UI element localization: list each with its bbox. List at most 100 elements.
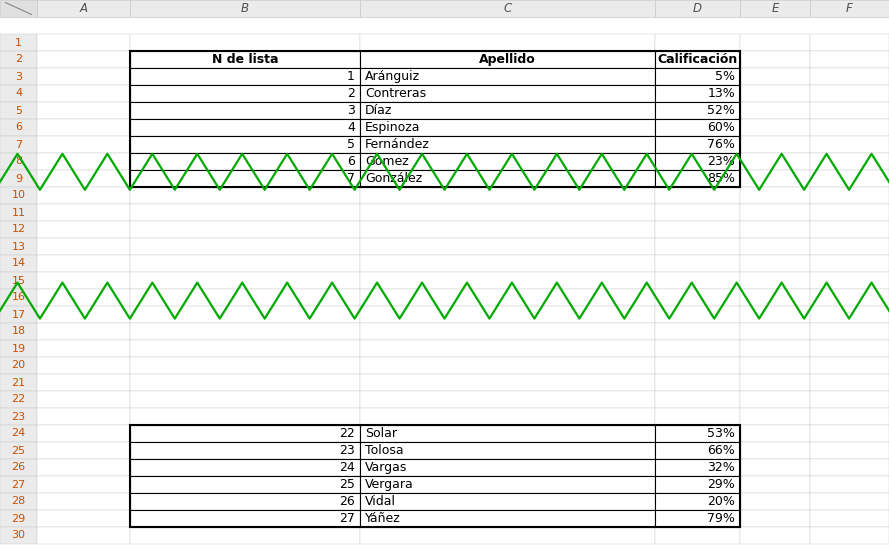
Bar: [130, 136, 360, 153]
Bar: [360, 306, 655, 323]
Bar: [130, 85, 360, 102]
Bar: [740, 289, 810, 306]
Bar: [740, 374, 810, 391]
Text: 19: 19: [12, 344, 26, 354]
Bar: [37, 306, 130, 323]
Bar: [130, 170, 360, 187]
Bar: [655, 68, 740, 85]
Text: González: González: [365, 172, 422, 185]
Bar: [810, 85, 889, 102]
Bar: [655, 51, 740, 68]
Bar: [655, 493, 740, 510]
Text: 66%: 66%: [708, 444, 735, 457]
Bar: [810, 425, 889, 442]
Bar: [130, 102, 360, 119]
Bar: [810, 187, 889, 204]
Bar: [655, 136, 740, 153]
Bar: [130, 510, 360, 527]
Bar: [360, 204, 655, 221]
Bar: [810, 136, 889, 153]
Bar: [810, 527, 889, 544]
Bar: [740, 408, 810, 425]
Bar: [37, 340, 130, 357]
Bar: [130, 493, 360, 510]
Text: Gomez: Gomez: [365, 155, 409, 168]
Text: F: F: [846, 2, 853, 15]
Text: 76%: 76%: [707, 138, 735, 151]
Bar: [810, 204, 889, 221]
Bar: [0, 68, 37, 85]
Bar: [360, 119, 655, 136]
Bar: [655, 442, 740, 459]
Text: 2: 2: [15, 54, 22, 64]
Bar: [0, 476, 37, 493]
Bar: [130, 306, 360, 323]
Bar: [655, 102, 740, 119]
Bar: [360, 119, 655, 136]
Bar: [655, 323, 740, 340]
Text: 29%: 29%: [708, 478, 735, 491]
Bar: [655, 289, 740, 306]
Bar: [360, 153, 655, 170]
Bar: [130, 527, 360, 544]
Bar: [360, 136, 655, 153]
Text: 11: 11: [12, 207, 26, 217]
Bar: [37, 238, 130, 255]
Text: Díaz: Díaz: [365, 104, 392, 117]
Bar: [810, 255, 889, 272]
Text: 22: 22: [340, 427, 355, 440]
Bar: [360, 442, 655, 459]
Bar: [740, 238, 810, 255]
Bar: [740, 51, 810, 68]
Bar: [130, 85, 360, 102]
Text: 13: 13: [12, 241, 26, 251]
Bar: [740, 357, 810, 374]
Bar: [0, 408, 37, 425]
Text: 2: 2: [347, 87, 355, 100]
Bar: [130, 0, 360, 17]
Text: 7: 7: [15, 140, 22, 150]
Bar: [810, 102, 889, 119]
Bar: [360, 374, 655, 391]
Bar: [0, 527, 37, 544]
Bar: [130, 476, 360, 493]
Text: Solar: Solar: [365, 427, 397, 440]
Bar: [655, 357, 740, 374]
Bar: [37, 289, 130, 306]
Text: Fernández: Fernández: [365, 138, 430, 151]
Bar: [655, 425, 740, 442]
Text: 23: 23: [340, 444, 355, 457]
Bar: [740, 68, 810, 85]
Bar: [740, 102, 810, 119]
Text: 15: 15: [12, 276, 26, 285]
Bar: [37, 119, 130, 136]
Text: 1: 1: [347, 70, 355, 83]
Bar: [37, 391, 130, 408]
Bar: [810, 68, 889, 85]
Bar: [360, 51, 655, 68]
Bar: [130, 68, 360, 85]
Bar: [740, 425, 810, 442]
Bar: [0, 221, 37, 238]
Bar: [360, 425, 655, 442]
Text: 32%: 32%: [708, 461, 735, 474]
Bar: [740, 323, 810, 340]
Bar: [130, 459, 360, 476]
Bar: [360, 476, 655, 493]
Bar: [655, 136, 740, 153]
Bar: [740, 510, 810, 527]
Bar: [360, 340, 655, 357]
Bar: [37, 255, 130, 272]
Bar: [37, 136, 130, 153]
Text: 12: 12: [12, 224, 26, 234]
Bar: [130, 119, 360, 136]
Bar: [37, 153, 130, 170]
Bar: [130, 204, 360, 221]
Bar: [740, 493, 810, 510]
Bar: [130, 289, 360, 306]
Text: A: A: [79, 2, 87, 15]
Text: 26: 26: [340, 495, 355, 508]
Bar: [740, 187, 810, 204]
Bar: [130, 391, 360, 408]
Bar: [810, 0, 889, 17]
